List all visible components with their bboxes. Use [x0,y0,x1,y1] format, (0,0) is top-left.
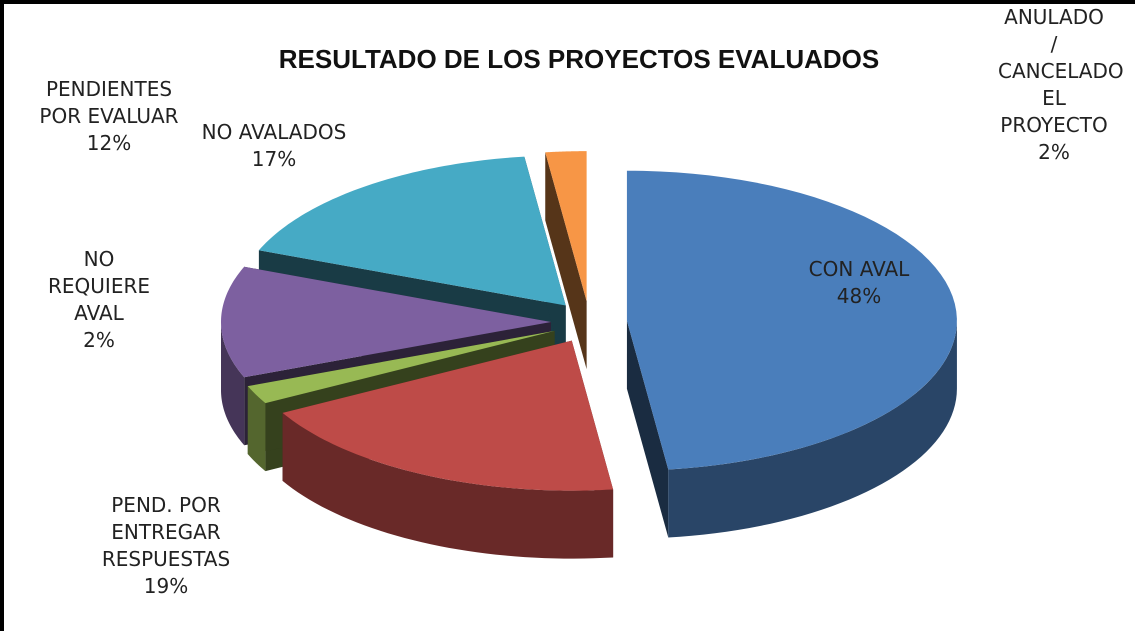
slice-side [247,386,266,472]
label-value: 2% [83,328,115,352]
slice-wall [545,152,587,370]
data-label: PENDIENTES POR EVALUAR 12% [34,76,184,157]
slice-wall [626,320,669,538]
label-category: NO AVALADOS [201,120,347,144]
pie-slice [221,266,551,378]
data-label: CON AVAL 48% [784,256,934,310]
label-value: 48% [836,284,882,308]
pie-slice [545,151,587,302]
label-category: PEND. POR ENTREGAR RESPUESTAS [101,493,231,571]
slice-side [221,322,245,446]
label-value: 2% [1038,140,1070,164]
pie-slice [282,340,614,491]
label-value: 17% [251,147,297,171]
data-label: ANULADO / CANCELADO EL PROYECTO 2% [998,4,1124,166]
label-category: ANULADO / CANCELADO EL PROYECTO [998,5,1124,137]
pie-slice [258,156,566,306]
label-category: CON AVAL [808,257,910,281]
slice-side [282,412,614,559]
pie-slice [247,330,555,404]
pie-canvas [221,151,957,559]
label-value: 19% [143,574,189,598]
label-value: 12% [86,131,132,155]
pie-slice [626,170,957,470]
data-label: PEND. POR ENTREGAR RESPUESTAS 19% [81,492,251,600]
data-label: NO REQUIERE AVAL 2% [44,246,154,354]
label-category: PENDIENTES POR EVALUAR [39,77,179,128]
data-label: NO AVALADOS 17% [174,119,374,173]
slice-side [668,320,957,538]
chart-title: RESULTADO DE LOS PROYECTOS EVALUADOS [278,44,880,74]
label-category: NO REQUIERE AVAL [48,247,150,325]
